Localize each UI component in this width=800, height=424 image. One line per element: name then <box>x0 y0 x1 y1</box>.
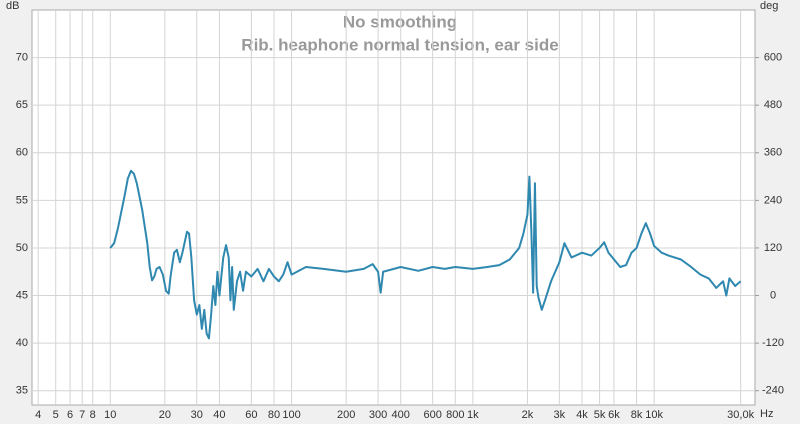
x-tick-label: 30 <box>191 409 203 421</box>
y2-tick-label: 360 <box>764 147 782 159</box>
x-tick-label: 6 <box>67 409 73 421</box>
x-tick-label: 4k <box>576 409 588 421</box>
y2-tick-label: -120 <box>762 337 784 349</box>
y-tick-label: 65 <box>16 99 28 111</box>
plot-area <box>31 9 756 406</box>
x-tick-label: 100 <box>282 409 300 421</box>
data-line <box>109 169 742 340</box>
y-axis-label: dB <box>6 0 19 12</box>
x-axis-label: Hz <box>760 408 773 420</box>
x-tick-label: 10 <box>104 409 116 421</box>
x-tick-label: 7 <box>79 409 85 421</box>
x-tick-label: 8 <box>90 409 96 421</box>
x-tick-label: 60 <box>245 409 257 421</box>
x-tick-label: 10k <box>645 409 663 421</box>
x-tick-label: 8k <box>631 409 643 421</box>
y-tick-label: 55 <box>16 194 28 206</box>
x-tick-label: 80 <box>268 409 280 421</box>
chart-subtitle: Rib. heaphone normal tension, ear side <box>241 35 558 54</box>
x-tick-label: 600 <box>423 409 441 421</box>
y-tick-label: 70 <box>16 51 28 63</box>
x-tick-label: 6k <box>608 409 620 421</box>
y2-tick-label: 120 <box>764 242 782 254</box>
y2-tick-label: 600 <box>764 51 782 63</box>
y-tick-label: 60 <box>16 147 28 159</box>
x-tick-label: 30,0k <box>727 409 754 421</box>
chart-title: No smoothing <box>343 12 457 31</box>
x-tick-label: 400 <box>392 409 410 421</box>
x-tick-label: 200 <box>337 409 355 421</box>
y-tick-label: 45 <box>16 289 28 301</box>
x-tick-label: 40 <box>213 409 225 421</box>
x-tick-label: 4 <box>35 409 41 421</box>
x-tick-label: 800 <box>446 409 464 421</box>
y2-tick-label: -240 <box>762 385 784 397</box>
y2-tick-label: 240 <box>764 194 782 206</box>
x-tick-label: 5k <box>594 409 606 421</box>
y2-tick-label: 0 <box>770 289 776 301</box>
x-tick-label: 2k <box>522 409 534 421</box>
x-tick-label: 5 <box>53 409 59 421</box>
y2-axis-label: deg <box>760 0 778 12</box>
x-tick-label: 3k <box>554 409 566 421</box>
x-tick-label: 20 <box>159 409 171 421</box>
x-tick-label: 300 <box>369 409 387 421</box>
x-tick-label: 1k <box>467 409 479 421</box>
y-tick-label: 50 <box>16 242 28 254</box>
y2-tick-label: 480 <box>764 99 782 111</box>
y-tick-label: 35 <box>16 385 28 397</box>
y-tick-label: 40 <box>16 337 28 349</box>
